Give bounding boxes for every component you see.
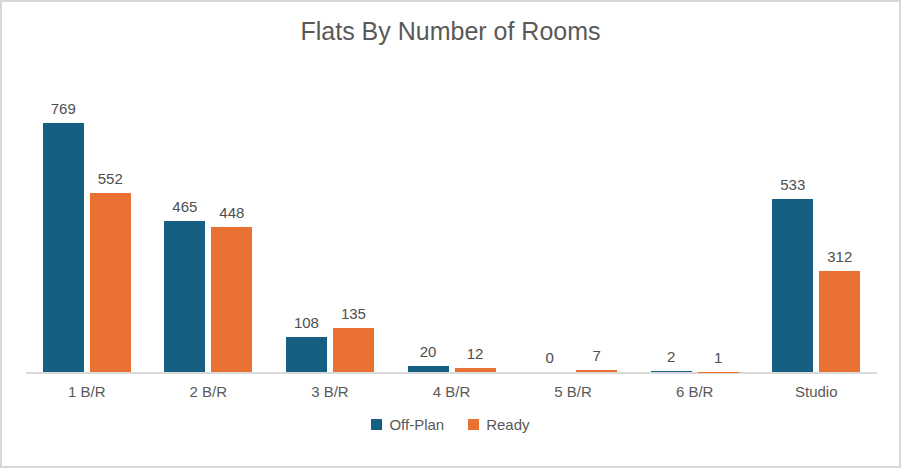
bar-column: 2 [651, 348, 692, 372]
legend-item: Off-Plan [371, 416, 444, 433]
legend-label: Ready [486, 416, 529, 433]
legend-swatch-icon [371, 419, 382, 430]
bar-group: 533 312 [755, 46, 877, 372]
bar [43, 123, 84, 372]
bar-column: 533 [772, 176, 813, 372]
bar-value-label: 465 [172, 198, 197, 216]
x-axis-labels: 1 B/R2 B/R3 B/R4 B/R5 B/R6 B/RStudio [26, 374, 877, 400]
bar-column: 135 [333, 305, 374, 372]
bar [772, 199, 813, 372]
legend: Off-Plan Ready [2, 416, 899, 433]
bar [455, 368, 496, 372]
bar-column: 12 [455, 345, 496, 372]
bar-value-label: 0 [545, 349, 553, 367]
bar-value-label: 769 [51, 100, 76, 118]
bar-column: 1 [698, 349, 739, 372]
bar-value-label: 7 [592, 347, 600, 365]
legend-label: Off-Plan [389, 416, 444, 433]
x-axis-label: 2 B/R [148, 383, 270, 400]
bar [90, 193, 131, 372]
bar-value-label: 12 [467, 345, 484, 363]
x-axis-label: Studio [755, 383, 877, 400]
bar-value-label: 533 [780, 176, 805, 194]
x-axis-label: 5 B/R [512, 383, 634, 400]
bar-group: 07 [512, 46, 634, 372]
plot-area: 76955246544810813520120721533312 [26, 46, 877, 372]
x-axis-label: 3 B/R [269, 383, 391, 400]
bar [819, 271, 860, 372]
bar-value-label: 2 [667, 348, 675, 366]
x-axis-label: 4 B/R [391, 383, 513, 400]
bar-column: 7 [576, 347, 617, 372]
legend-item: Ready [468, 416, 529, 433]
bar-group: 2012 [391, 46, 513, 372]
bar-value-label: 108 [294, 314, 319, 332]
bar-group: 108 135 [269, 46, 391, 372]
bar-column: 108 [286, 314, 327, 372]
bar-value-label: 20 [420, 343, 437, 361]
bar-column: 769 [43, 100, 84, 372]
bar [576, 370, 617, 372]
bar-group: 21 [634, 46, 756, 372]
bar-value-label: 552 [98, 170, 123, 188]
x-axis-label: 6 B/R [634, 383, 756, 400]
bar-column: 20 [408, 343, 449, 372]
bar-group: 465 448 [148, 46, 270, 372]
bar-column: 465 [164, 198, 205, 372]
bar [651, 371, 692, 372]
bar-column: 552 [90, 170, 131, 372]
bar-column: 312 [819, 248, 860, 372]
chart-title: Flats By Number of Rooms [2, 16, 899, 46]
legend-swatch-icon [468, 419, 479, 430]
bar-value-label: 1 [714, 349, 722, 367]
bar [286, 337, 327, 372]
bar-value-label: 312 [827, 248, 852, 266]
bar-value-label: 448 [219, 204, 244, 222]
bar-column: 448 [211, 204, 252, 372]
bar-group: 769 552 [26, 46, 148, 372]
bar-value-label: 135 [341, 305, 366, 323]
bar [211, 227, 252, 372]
bar [164, 221, 205, 372]
chart-frame: Flats By Number of Rooms 769 552 465 448 108… [0, 0, 901, 468]
bar-column: 0 [529, 349, 570, 372]
bar [333, 328, 374, 372]
bar [408, 366, 449, 372]
x-axis-label: 1 B/R [26, 383, 148, 400]
